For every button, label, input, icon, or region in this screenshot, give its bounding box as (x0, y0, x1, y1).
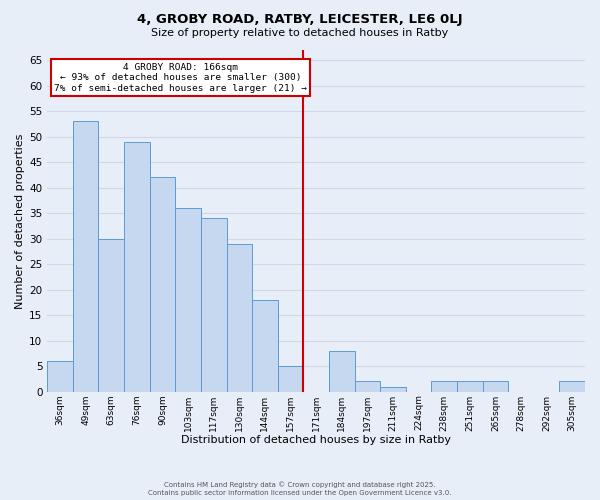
Bar (252, 300, 278, 392)
Bar (124, 142, 150, 392)
Text: 4, GROBY ROAD, RATBY, LEICESTER, LE6 0LJ: 4, GROBY ROAD, RATBY, LEICESTER, LE6 0LJ (137, 12, 463, 26)
Bar (482, 382, 508, 392)
Bar (278, 366, 304, 392)
Text: Contains public sector information licensed under the Open Government Licence v3: Contains public sector information licen… (148, 490, 452, 496)
Text: Contains HM Land Registry data © Crown copyright and database right 2025.: Contains HM Land Registry data © Crown c… (164, 481, 436, 488)
Bar (559, 382, 585, 392)
Bar (227, 244, 252, 392)
Y-axis label: Number of detached properties: Number of detached properties (15, 133, 25, 308)
Bar (380, 386, 406, 392)
Bar (73, 122, 98, 392)
Bar (431, 382, 457, 392)
Bar (457, 382, 482, 392)
Text: Size of property relative to detached houses in Ratby: Size of property relative to detached ho… (151, 28, 449, 38)
Bar (201, 218, 227, 392)
X-axis label: Distribution of detached houses by size in Ratby: Distribution of detached houses by size … (181, 435, 451, 445)
Bar (175, 208, 201, 392)
Bar (355, 382, 380, 392)
Text: 4 GROBY ROAD: 166sqm
← 93% of detached houses are smaller (300)
7% of semi-detac: 4 GROBY ROAD: 166sqm ← 93% of detached h… (54, 62, 307, 92)
Bar (98, 238, 124, 392)
Bar (47, 361, 73, 392)
Bar (150, 178, 175, 392)
Bar (329, 351, 355, 392)
